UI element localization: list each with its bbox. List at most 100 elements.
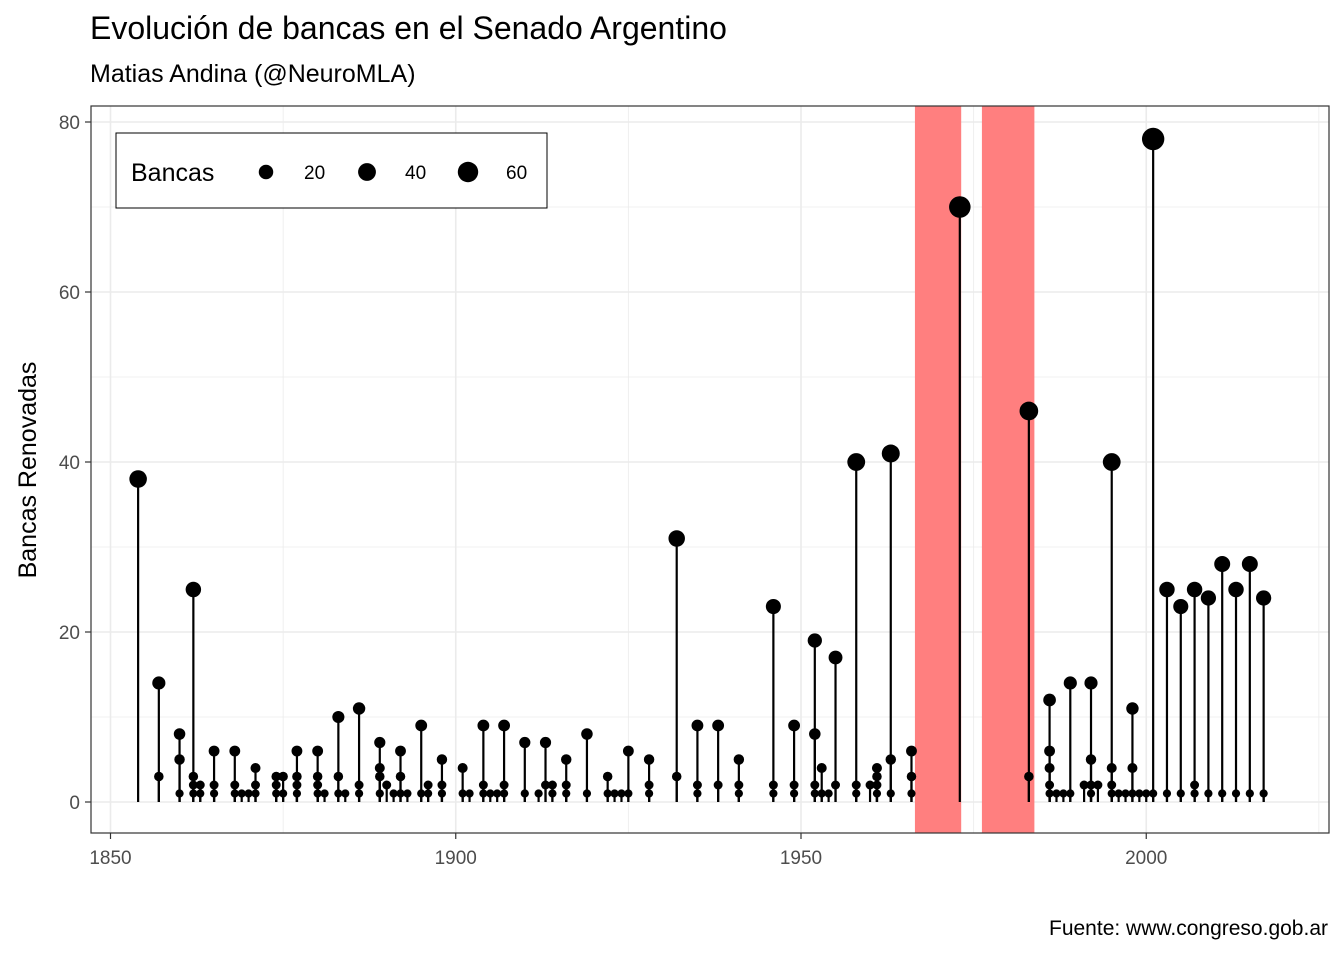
- data-point: [436, 754, 448, 765]
- data-point: [395, 771, 406, 782]
- data-point: [374, 762, 385, 774]
- data-point: [906, 745, 917, 757]
- data-point: [185, 581, 202, 598]
- data-point: [250, 762, 261, 774]
- data-point: [810, 780, 820, 790]
- data-point: [312, 771, 323, 782]
- data-point: [644, 780, 654, 790]
- data-point: [519, 736, 531, 749]
- data-point: [1114, 789, 1123, 798]
- data-point: [765, 598, 781, 615]
- data-point: [824, 789, 833, 798]
- grid-layer: [91, 106, 1329, 833]
- data-point: [332, 710, 345, 724]
- data-point: [622, 745, 634, 757]
- data-point: [1107, 789, 1116, 798]
- points: [129, 127, 1272, 798]
- legend-title: Bancas: [131, 159, 214, 187]
- data-point: [244, 789, 253, 798]
- data-point: [1241, 556, 1258, 572]
- data-point: [734, 789, 743, 798]
- data-point: [374, 736, 386, 749]
- data-point: [789, 780, 799, 790]
- stems: [137, 139, 1265, 802]
- data-point: [382, 780, 392, 790]
- data-point: [1186, 581, 1203, 598]
- data-point: [229, 745, 241, 757]
- data-point: [885, 754, 896, 765]
- data-point: [271, 780, 281, 790]
- data-point: [788, 719, 801, 732]
- data-point: [692, 780, 702, 790]
- data-point: [477, 719, 490, 732]
- data-point: [851, 780, 861, 790]
- data-point: [1045, 789, 1054, 798]
- data-point: [562, 789, 571, 798]
- data-point: [810, 789, 819, 798]
- data-point: [1200, 590, 1217, 606]
- data-point: [547, 780, 557, 790]
- data-point: [1204, 789, 1213, 798]
- data-point: [539, 736, 552, 749]
- data-point: [872, 789, 882, 798]
- panel-border: [90, 105, 1330, 834]
- x-tick-label: 1900: [435, 848, 477, 869]
- data-point: [691, 719, 704, 732]
- data-point: [403, 789, 412, 798]
- legend-key: [358, 163, 376, 181]
- data-point: [624, 789, 633, 798]
- data-point: [847, 453, 866, 471]
- chart-subtitle: Matias Andina (@NeuroMLA): [90, 60, 416, 88]
- data-point: [292, 789, 302, 798]
- y-tick-label: 40: [59, 453, 80, 474]
- data-point: [292, 780, 302, 790]
- data-point: [389, 789, 398, 798]
- data-point: [1121, 789, 1130, 798]
- data-point: [478, 780, 488, 790]
- data-point: [807, 633, 822, 648]
- data-point: [312, 745, 324, 757]
- data-point: [949, 196, 971, 218]
- data-point: [1127, 762, 1138, 774]
- data-point: [251, 789, 260, 798]
- highlight-band: [981, 106, 1035, 833]
- data-point: [278, 771, 288, 782]
- data-point: [1126, 702, 1139, 715]
- data-point: [1256, 590, 1272, 606]
- data-point: [1135, 789, 1144, 798]
- data-point: [423, 780, 433, 790]
- data-point: [457, 762, 468, 774]
- legend-label: 60: [506, 163, 527, 184]
- data-point: [671, 771, 682, 782]
- data-point: [375, 771, 385, 782]
- legend-label: 40: [405, 163, 426, 184]
- data-point: [188, 780, 198, 790]
- data-point: [1052, 789, 1061, 798]
- data-point: [561, 754, 572, 765]
- data-point: [291, 745, 303, 757]
- data-point: [1190, 780, 1200, 790]
- x-tick-label: 1950: [780, 848, 822, 869]
- data-point: [341, 789, 350, 798]
- data-point: [603, 789, 612, 798]
- data-point: [437, 780, 447, 790]
- y-tick-label: 60: [59, 283, 80, 304]
- data-point: [465, 789, 474, 798]
- data-point: [272, 789, 281, 798]
- data-point: [129, 470, 147, 488]
- data-point: [1259, 789, 1268, 798]
- data-point: [1045, 780, 1055, 790]
- data-point: [237, 789, 246, 798]
- data-point: [881, 444, 900, 463]
- y-tick-label: 80: [59, 113, 80, 134]
- data-point: [352, 702, 366, 715]
- data-point: [734, 780, 744, 790]
- data-point: [1106, 762, 1117, 774]
- data-point: [1142, 789, 1151, 798]
- data-point: [541, 780, 550, 790]
- data-point: [548, 789, 557, 798]
- data-point: [498, 719, 510, 732]
- data-point: [458, 789, 467, 798]
- data-point: [644, 789, 654, 798]
- data-point: [713, 780, 723, 790]
